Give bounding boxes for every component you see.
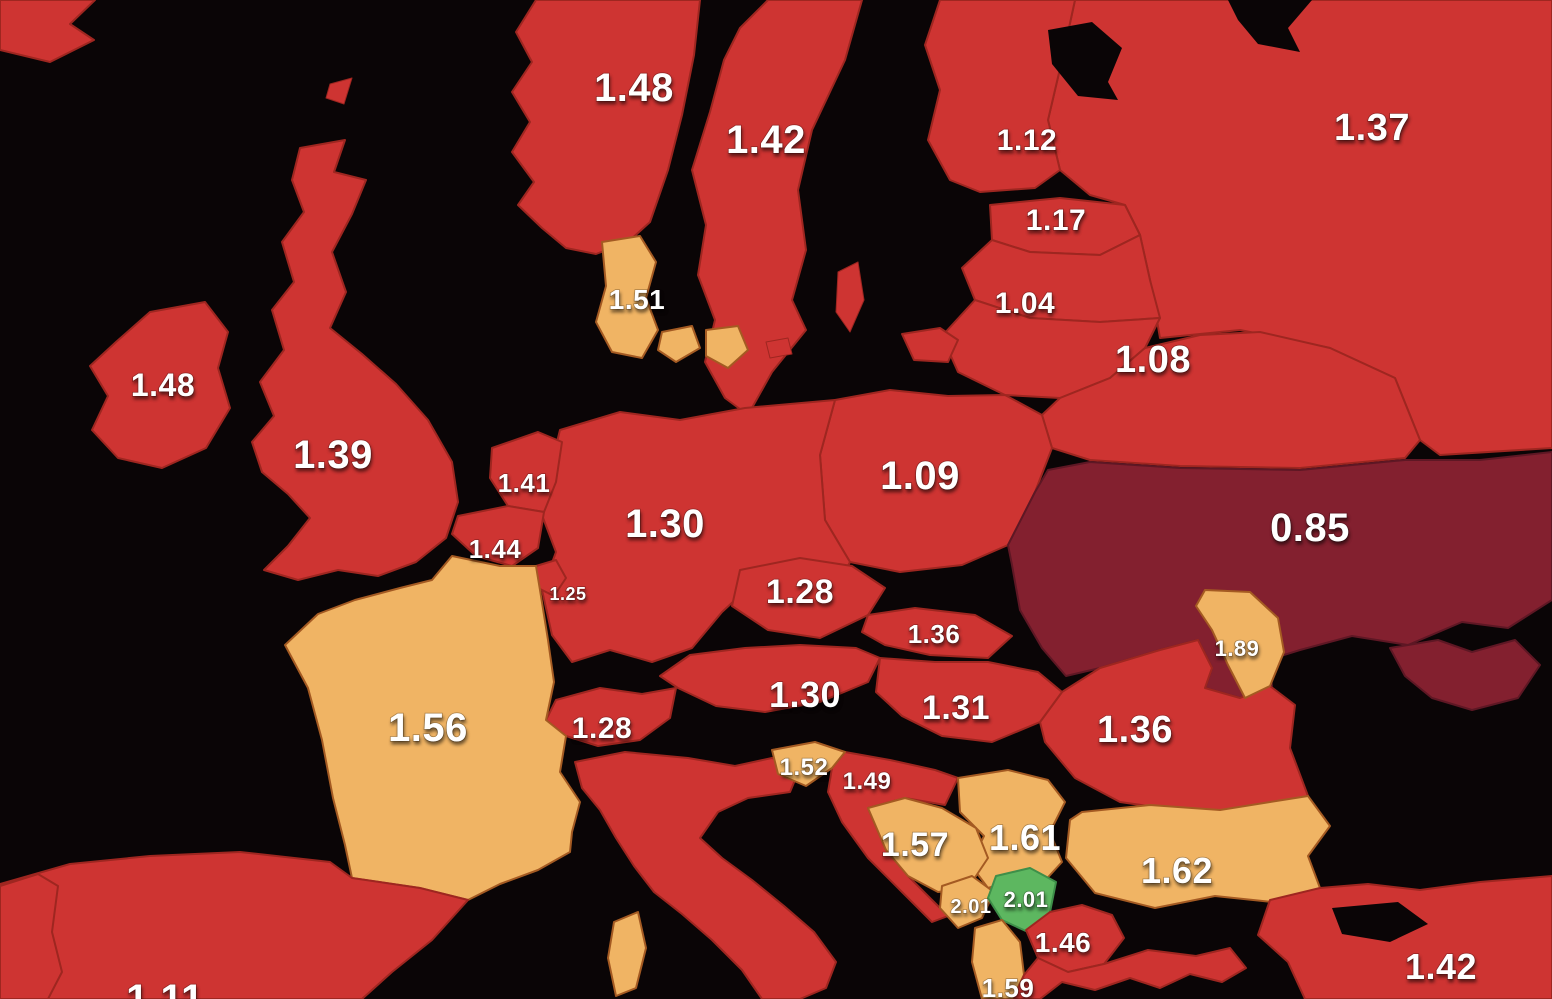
country-norway <box>511 0 701 255</box>
country-hungary <box>875 657 1063 743</box>
value-label-albania: 1.59 <box>982 973 1035 999</box>
country-united-kingdom <box>251 139 459 581</box>
value-label-north-macedonia: 1.46 <box>1035 927 1092 958</box>
country-moldova <box>1195 589 1285 699</box>
value-label-bosnia: 1.57 <box>881 826 949 864</box>
value-label-france: 1.56 <box>388 706 468 750</box>
country-spain <box>0 851 469 999</box>
value-label-ukraine: 0.85 <box>1270 506 1350 550</box>
value-label-estonia: 1.17 <box>1026 204 1086 237</box>
value-label-finland: 1.12 <box>997 124 1057 157</box>
country-greece <box>1013 947 1247 999</box>
region-kaliningrad <box>901 327 959 363</box>
value-label-bulgaria: 1.62 <box>1141 850 1213 891</box>
region-crimea <box>1389 639 1541 711</box>
value-label-hungary: 1.31 <box>922 689 990 727</box>
region-shetland <box>325 77 353 105</box>
region-iceland <box>0 0 96 63</box>
value-label-luxembourg: 1.25 <box>549 584 586 604</box>
country-montenegro <box>939 875 995 929</box>
region-bornholm <box>765 337 793 359</box>
value-label-turkey: 1.42 <box>1405 946 1477 987</box>
country-ireland <box>89 301 231 469</box>
country-denmark-funen <box>657 325 701 363</box>
value-label-austria: 1.30 <box>769 674 841 715</box>
country-slovenia <box>771 741 846 787</box>
value-label-moldova: 1.89 <box>1215 636 1260 661</box>
value-label-belgium: 1.44 <box>469 534 522 564</box>
country-france <box>284 555 581 901</box>
sea-of-marmara <box>1332 902 1428 942</box>
country-turkey <box>1257 875 1552 999</box>
value-label-netherlands: 1.41 <box>498 468 551 498</box>
lake-ladoga <box>1048 22 1122 100</box>
country-slovakia <box>861 607 1013 659</box>
value-label-ireland: 1.48 <box>131 367 195 403</box>
country-netherlands <box>489 431 563 513</box>
value-label-kosovo: 2.01 <box>1004 887 1049 912</box>
value-label-russia: 1.37 <box>1334 107 1410 149</box>
country-portugal <box>0 873 63 999</box>
value-label-slovenia: 1.52 <box>780 754 829 781</box>
value-label-croatia: 1.49 <box>843 768 892 795</box>
country-austria <box>659 644 881 713</box>
value-label-slovakia: 1.36 <box>908 619 961 649</box>
region-gotland <box>835 261 865 333</box>
white-sea-inlet <box>1228 0 1312 52</box>
value-label-latvia: 1.04 <box>995 287 1055 320</box>
value-label-switzerland: 1.28 <box>572 712 632 745</box>
region-corsica <box>607 911 647 997</box>
value-label-sweden: 1.42 <box>726 118 806 162</box>
value-label-montenegro: 2.01 <box>951 896 992 918</box>
value-label-germany: 1.30 <box>625 502 705 546</box>
country-denmark-jutland <box>595 235 659 359</box>
value-label-romania: 1.36 <box>1097 709 1173 751</box>
value-label-spain: 1.11 <box>126 977 204 999</box>
country-sweden <box>691 0 863 416</box>
value-label-poland: 1.09 <box>880 454 960 498</box>
country-bosnia-herzegovina <box>867 797 989 893</box>
value-label-united-kingdom: 1.39 <box>293 433 373 477</box>
value-labels: 1.48 1.42 1.12 1.17 1.04 1.37 1.08 1.48 … <box>125 65 1477 999</box>
value-label-czechia: 1.28 <box>766 573 834 611</box>
country-belgium <box>451 505 545 567</box>
country-finland <box>924 0 1076 193</box>
value-label-belarus: 1.08 <box>1115 339 1191 381</box>
value-label-serbia: 1.61 <box>989 817 1061 858</box>
country-romania <box>1039 639 1309 813</box>
value-label-norway: 1.48 <box>594 66 674 110</box>
country-croatia <box>827 751 959 923</box>
country-denmark-zealand <box>705 325 749 369</box>
value-label-denmark: 1.51 <box>609 284 666 315</box>
